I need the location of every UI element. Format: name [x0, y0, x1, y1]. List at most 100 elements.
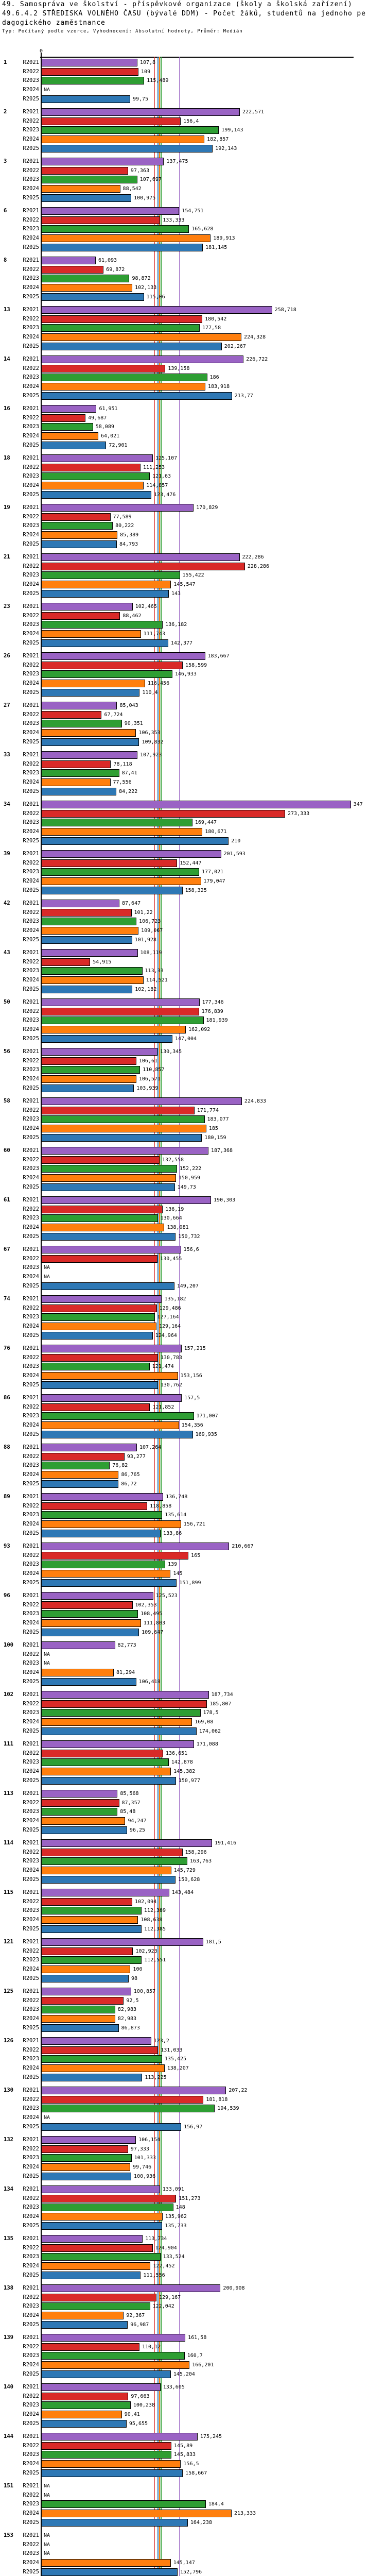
- bar-value-label: 177,58: [202, 325, 221, 331]
- year-label: R2025: [23, 1530, 39, 1536]
- bar-r2024: [41, 1570, 171, 1578]
- bar-r2022: [41, 2145, 128, 2153]
- bar-r2023: [41, 967, 143, 975]
- bar-value-label: 133,524: [163, 2254, 185, 2260]
- bar-r2024: [41, 1421, 179, 1430]
- year-label: R2025: [23, 2222, 39, 2229]
- bar-r2022: [41, 2046, 159, 2054]
- bar-r2025: [41, 2518, 188, 2527]
- bar-value-label: 169,447: [195, 820, 217, 826]
- year-label: R2021: [23, 801, 39, 807]
- bar-r2022: [41, 1007, 199, 1015]
- bar-value-label: 187,734: [211, 1692, 233, 1698]
- bar-r2021: [41, 603, 133, 611]
- bar-r2023: [41, 374, 207, 382]
- year-label: R2023: [23, 1165, 39, 1172]
- bar-r2023: [41, 1462, 110, 1470]
- bar-value-label: 228,286: [247, 563, 270, 569]
- na-label: NA: [44, 2492, 50, 2498]
- bar-r2024: [41, 234, 211, 243]
- bar-r2023: [41, 1610, 138, 1618]
- year-label: R2025: [23, 1925, 39, 1932]
- bar-value-label: 181,818: [206, 2096, 228, 2103]
- bar-value-label: 86,72: [121, 1481, 137, 1487]
- bar-value-label: 181,5: [205, 1939, 221, 1945]
- bar-r2021: [41, 1691, 209, 1699]
- bar-r2024: [41, 778, 111, 787]
- bar-value-label: 146,933: [174, 671, 197, 677]
- bar-value-label: 82,773: [117, 1642, 136, 1648]
- bar-value-label: 125,107: [155, 455, 178, 461]
- year-label: R2022: [23, 68, 39, 75]
- year-label: R2024: [23, 1521, 39, 1528]
- year-label: R2025: [23, 2321, 39, 2328]
- bar-r2024: [41, 927, 139, 935]
- bar-value-label: 145,729: [173, 1868, 196, 1874]
- bar-r2023: [41, 918, 137, 926]
- year-label: R2022: [23, 414, 39, 421]
- year-label: R2025: [23, 2469, 39, 2476]
- year-label: R2023: [23, 720, 39, 727]
- group-id-label: 33: [4, 752, 10, 758]
- bar-r2022: [41, 67, 139, 76]
- bar-r2024: [41, 284, 133, 292]
- year-label: R2025: [23, 1876, 39, 1883]
- bar-r2022: [41, 809, 286, 818]
- bar-value-label: 207,22: [229, 2088, 248, 2093]
- year-label: R2021: [23, 307, 39, 313]
- bar-value-label: 58,089: [95, 424, 114, 430]
- bar-r2023: [41, 2055, 162, 2063]
- year-label: R2023: [23, 1759, 39, 1766]
- bar-value-label: 151,899: [179, 1580, 201, 1586]
- bar-r2025: [41, 441, 107, 449]
- bar-value-label: 183,667: [207, 653, 230, 659]
- bar-value-label: 149,73: [177, 1184, 196, 1190]
- na-label: NA: [44, 87, 50, 93]
- year-label: R2024: [23, 1917, 39, 1923]
- bar-r2021: [41, 1147, 208, 1155]
- year-label: R2022: [23, 1008, 39, 1014]
- bar-r2024: [41, 135, 205, 144]
- bar-r2024: [41, 2015, 115, 2023]
- bar-r2023: [41, 1857, 187, 1866]
- bar-r2022: [41, 1057, 136, 1065]
- bar-r2021: [41, 1097, 242, 1105]
- group-id-label: 67: [4, 1246, 10, 1252]
- group-id-label: 6: [4, 208, 7, 214]
- year-label: R2023: [23, 1264, 39, 1271]
- bar-r2021: [41, 998, 200, 1006]
- bar-r2022: [41, 2392, 129, 2400]
- year-label: R2023: [23, 1017, 39, 1024]
- year-label: R2025: [23, 1727, 39, 1734]
- bar-r2025: [41, 1727, 197, 1735]
- bar-value-label: 166,201: [192, 2362, 214, 2368]
- year-label: R2024: [23, 730, 39, 736]
- bar-value-label: 111,743: [143, 631, 165, 637]
- bar-r2025: [41, 1282, 174, 1290]
- bar-value-label: 137,475: [166, 159, 188, 164]
- year-label: R2022: [23, 1206, 39, 1212]
- bar-value-label: 210,667: [232, 1544, 254, 1549]
- bar-value-label: 163,763: [190, 1858, 212, 1865]
- bar-r2022: [41, 1601, 133, 1609]
- bar-value-label: 109,832: [142, 739, 164, 745]
- bar-r2024: [41, 2510, 232, 2518]
- year-label: R2024: [23, 1570, 39, 1577]
- year-label: R2021: [23, 554, 39, 560]
- bar-value-label: 103,939: [136, 1085, 159, 1091]
- bar-value-label: 123,2: [153, 2038, 169, 2044]
- year-label: R2022: [23, 2145, 39, 2152]
- bar-value-label: 200,908: [223, 2285, 245, 2291]
- year-label: R2023: [23, 968, 39, 974]
- year-label: R2021: [23, 1642, 39, 1648]
- bar-r2024: [41, 877, 201, 886]
- year-label: R2021: [23, 1048, 39, 1055]
- year-label: R2024: [23, 631, 39, 637]
- bar-value-label: 102,133: [135, 285, 157, 291]
- bar-value-label: 87,41: [121, 770, 137, 776]
- year-label: R2025: [23, 887, 39, 893]
- bar-r2022: [41, 1502, 148, 1510]
- bar-value-label: 130,455: [160, 1256, 182, 1262]
- bar-value-label: 106,61: [138, 1058, 158, 1064]
- year-label: R2022: [23, 859, 39, 866]
